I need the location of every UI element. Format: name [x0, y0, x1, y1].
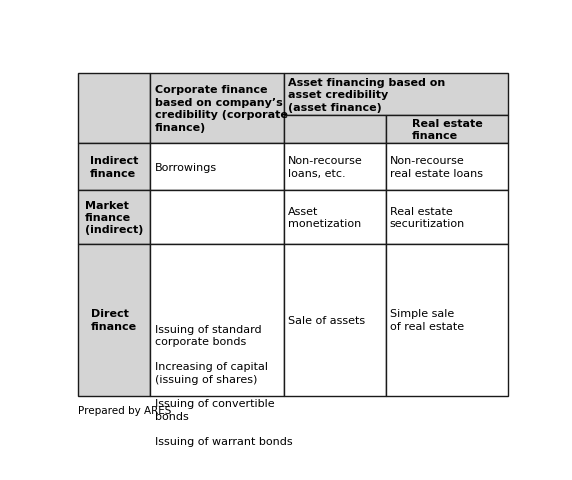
Text: Corporate finance
based on company’s
credibility (corporate
finance): Corporate finance based on company’s cre… — [155, 85, 288, 132]
Text: Borrowings: Borrowings — [155, 162, 217, 172]
Bar — [78, 244, 150, 396]
Bar — [150, 244, 284, 396]
Bar — [284, 244, 386, 396]
Bar — [78, 191, 150, 244]
Text: Prepared by ARES: Prepared by ARES — [78, 405, 172, 415]
Text: Asset financing based on
asset credibility
(asset finance): Asset financing based on asset credibili… — [288, 78, 446, 112]
Bar — [284, 144, 386, 191]
Bar — [150, 191, 284, 244]
Bar — [284, 116, 386, 144]
Bar — [386, 191, 508, 244]
Bar — [150, 74, 284, 144]
Text: Non-recourse
loans, etc.: Non-recourse loans, etc. — [288, 156, 363, 179]
Text: Asset
monetization: Asset monetization — [288, 206, 361, 228]
Text: Sale of assets: Sale of assets — [288, 315, 365, 325]
Text: Simple sale
of real estate: Simple sale of real estate — [390, 309, 464, 331]
Bar — [78, 144, 150, 191]
Text: Direct
finance: Direct finance — [91, 309, 137, 331]
Text: Non-recourse
real estate loans: Non-recourse real estate loans — [390, 156, 483, 179]
Text: Issuing of standard
corporate bonds

Increasing of capital
(issuing of shares)

: Issuing of standard corporate bonds Incr… — [155, 324, 292, 446]
Bar — [386, 244, 508, 396]
Bar — [284, 74, 508, 116]
Bar — [150, 144, 284, 191]
Bar — [78, 74, 150, 144]
Bar — [386, 144, 508, 191]
Bar — [386, 116, 508, 144]
Text: Real estate
finance: Real estate finance — [411, 119, 482, 141]
Text: Indirect
finance: Indirect finance — [90, 156, 138, 179]
Bar — [284, 191, 386, 244]
Text: Market
finance
(indirect): Market finance (indirect) — [85, 200, 144, 235]
Text: Real estate
securitization: Real estate securitization — [390, 206, 465, 228]
